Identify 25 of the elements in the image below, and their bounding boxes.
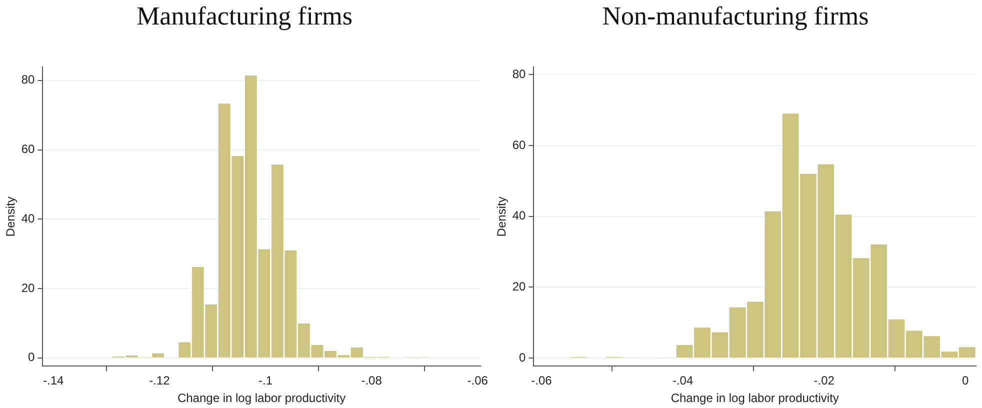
y-tick-label: 80 [512,66,526,81]
x-tick-label: -.02 [814,374,835,388]
x-axis-title: Change in log labor productivity [177,391,346,406]
y-tick-label: 60 [21,142,36,156]
y-tick-label: 20 [512,280,526,294]
x-tick-label: -.14 [43,374,64,388]
x-tick-label: -.04 [672,374,694,388]
y-tick-label: 0 [28,350,36,364]
y-tick-label: 80 [21,72,36,87]
y-tick-label: 40 [512,208,526,223]
x-tick-label: -.12 [149,374,170,388]
y-axis-title: Density [494,196,509,237]
y-tick-label: 0 [519,350,526,364]
x-tick-label: -.06 [531,374,552,388]
x-tick-label: -.1 [258,374,273,388]
y-tick-label: 40 [21,211,36,226]
y-axis-title: Density [4,196,18,237]
x-axis-title: Change in log labor productivity [670,391,839,406]
x-tick-label: 0 [962,374,970,388]
chart-title: Manufacturing firms [136,1,352,30]
y-tick-label: 60 [512,138,526,152]
x-tick-label: -.06 [467,374,488,388]
y-tick-label: 20 [21,280,36,295]
x-tick-label: -.08 [361,374,382,388]
chart-title: Non-manufacturing firms [602,1,869,30]
